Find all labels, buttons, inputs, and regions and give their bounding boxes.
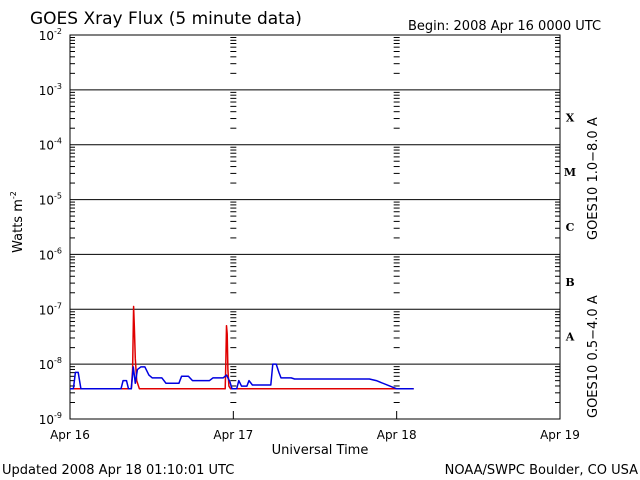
x-tick-label: Apr 17: [213, 428, 253, 442]
y-tick-label: 10-8: [39, 356, 62, 372]
y-tick-sup: -8: [54, 356, 62, 365]
x-axis-label: Universal Time: [272, 443, 369, 458]
series-long-channel-line: [70, 305, 414, 390]
y-tick-base: 10: [39, 413, 54, 427]
y-tick-label: 10-4: [39, 137, 62, 153]
y-tick-sup: -2: [54, 27, 62, 36]
plot-frame: [69, 34, 561, 420]
flare-class-label: B: [565, 276, 574, 289]
x-tick-label: Apr 19: [540, 428, 580, 442]
series-short-channel-line: [70, 363, 414, 390]
flare-class-label: A: [565, 331, 575, 344]
y-tick-label: 10-9: [39, 411, 62, 427]
plot-border: [69, 34, 561, 420]
y-tick-sup: -7: [54, 301, 62, 310]
y-axis-label-sup: -2: [9, 191, 18, 199]
y-tick-label: 10-6: [39, 246, 62, 262]
y-tick-base: 10: [39, 358, 54, 372]
tick-labels: Apr 16 Apr 17 Apr 18 Apr 1910-210-310-410-5…: [39, 27, 580, 442]
y-tick-sup: -3: [54, 82, 62, 91]
y-tick-label: 10-7: [39, 301, 62, 317]
y-tick-sup: -6: [54, 246, 62, 255]
y-axis-label-text: Watts m: [11, 199, 26, 253]
y-tick-sup: -4: [54, 137, 62, 146]
y-tick-base: 10: [39, 84, 54, 98]
y-tick-label: 10-5: [39, 192, 62, 208]
y-tick-base: 10: [39, 194, 54, 208]
updated-time: Updated 2008 Apr 18 01:10:01 UTC: [2, 463, 234, 478]
legend-short-channel: GOES10 0.5−4.0 A: [586, 295, 601, 418]
flare-class-label: C: [566, 221, 575, 234]
y-tick-base: 10: [39, 139, 54, 153]
gridlines: [70, 89, 560, 365]
flare-class-label: M: [564, 166, 576, 179]
x-tick-label: Apr 16: [50, 428, 90, 442]
legend-long-channel: GOES10 1.0−8.0 A: [586, 117, 601, 240]
y-tick-label: 10-2: [39, 27, 62, 43]
y-tick-base: 10: [39, 303, 54, 317]
chart-title: GOES Xray Flux (5 minute data): [30, 9, 302, 29]
y-tick-base: 10: [39, 29, 54, 43]
credit-text: NOAA/SWPC Boulder, CO USA: [445, 463, 638, 478]
minor-ticks: [70, 37, 560, 403]
y-tick-sup: -9: [54, 411, 62, 420]
y-tick-base: 10: [39, 248, 54, 262]
y-axis-label-group: Watts m-2: [9, 191, 26, 253]
flare-class-label: X: [566, 111, 575, 124]
begin-time: Begin: 2008 Apr 16 0000 UTC: [408, 19, 601, 34]
y-axis-label: Watts m-2: [9, 191, 26, 253]
y-tick-label: 10-3: [39, 82, 62, 98]
series-layer: [70, 305, 414, 390]
y-tick-sup: -5: [54, 192, 62, 201]
x-tick-label: Apr 18: [377, 428, 417, 442]
